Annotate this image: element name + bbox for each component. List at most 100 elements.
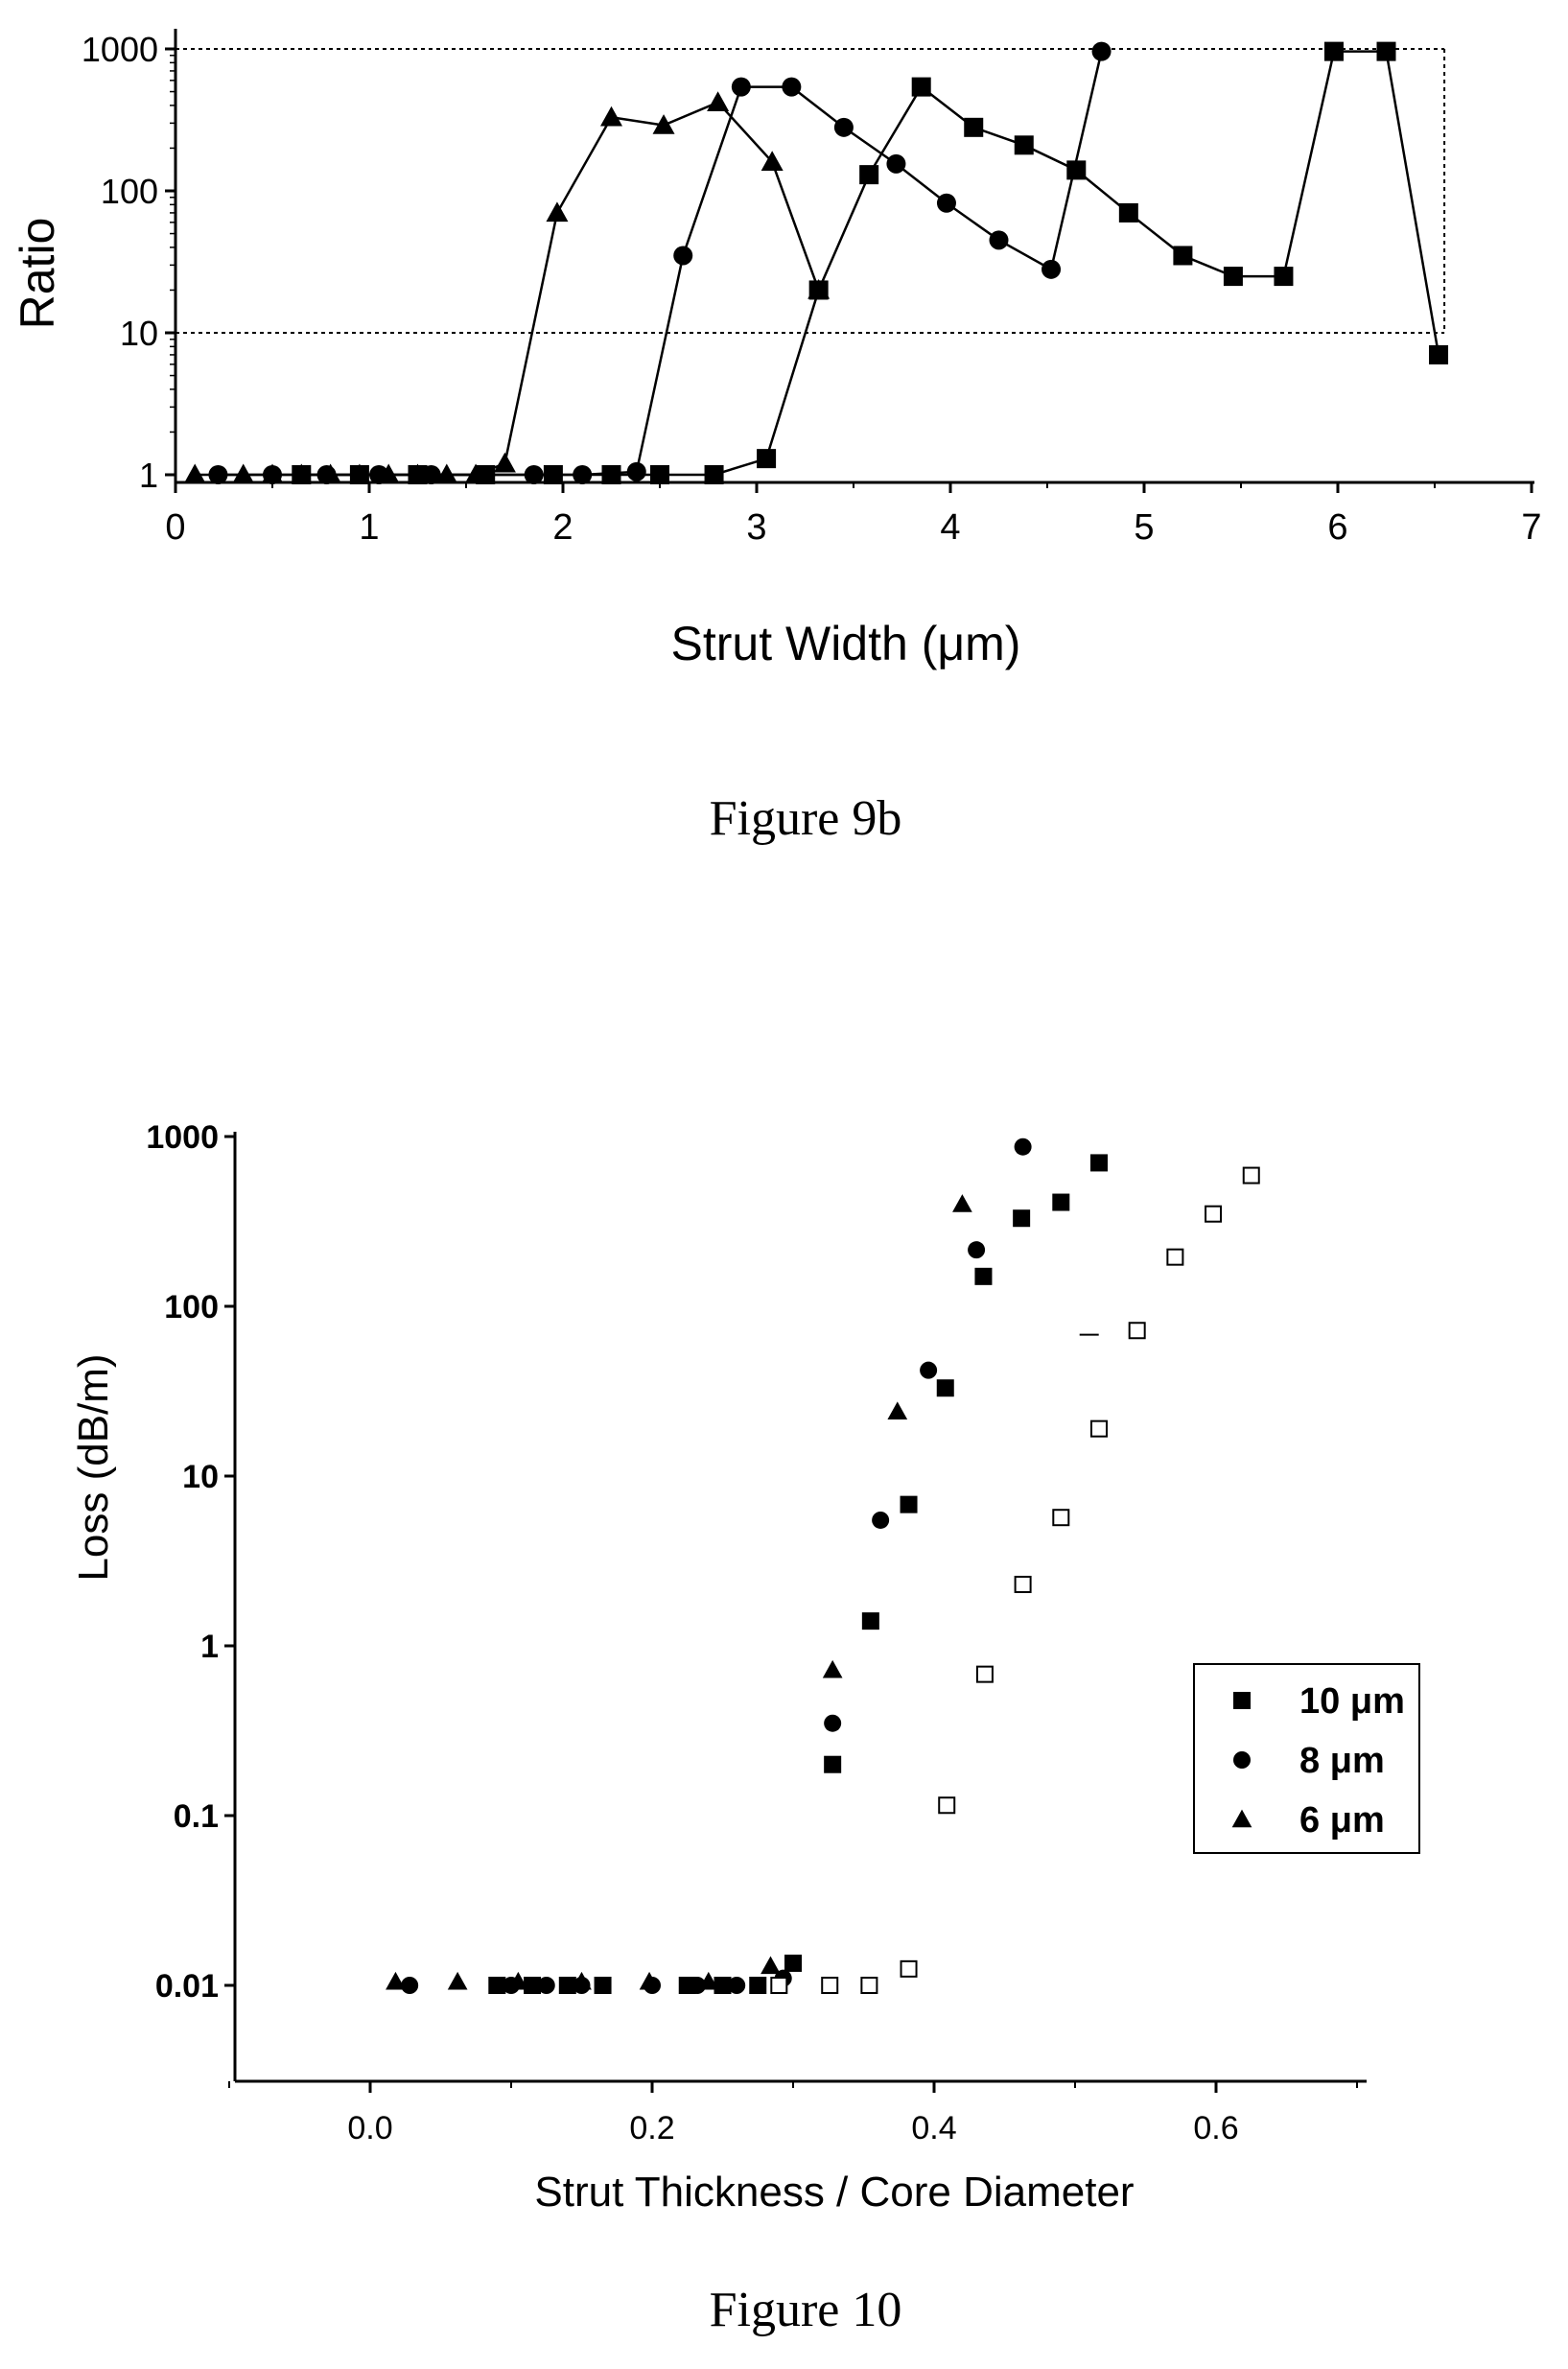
data-point-circle — [316, 465, 337, 484]
data-point-square — [1376, 41, 1396, 61]
y-tick-label: 100 — [164, 1289, 219, 1325]
data-point-triangle — [232, 463, 255, 484]
series-markers — [386, 1138, 1260, 1994]
data-point-square — [476, 465, 496, 484]
data-point-triangle — [639, 1971, 660, 1990]
data-point-square — [1066, 160, 1087, 180]
data-point-square — [543, 465, 563, 484]
data-point-circle — [208, 465, 228, 484]
data-point-square — [861, 1612, 879, 1630]
x-tick-label: 0.4 — [911, 2110, 956, 2146]
data-point-square — [757, 449, 777, 469]
legend-marker-square — [1233, 1692, 1251, 1709]
data-point-circle — [537, 1977, 555, 1994]
data-point-triangle — [761, 151, 784, 171]
x-tick-label: 0 — [165, 507, 185, 548]
x-ticks: 0.0 0.2 0.4 0.6 — [228, 2081, 1358, 2146]
reference-lines — [176, 48, 1446, 334]
x-tick-label: 4 — [940, 507, 960, 548]
y-tick-label: 1 — [139, 456, 158, 495]
data-point-square — [1223, 267, 1243, 287]
data-point-square — [1052, 1193, 1070, 1211]
data-point-square — [1118, 202, 1138, 223]
series-line-circle — [218, 51, 1103, 477]
data-point-square — [808, 280, 829, 300]
data-point-open-square — [900, 1959, 918, 1978]
data-point-circle — [782, 77, 802, 97]
y-tick-label: 1000 — [146, 1119, 219, 1156]
x-axis-title: Strut Thickness / Core Diameter — [534, 2169, 1134, 2216]
data-point-circle — [872, 1511, 890, 1529]
data-point-circle — [1091, 41, 1112, 61]
data-point-square — [1089, 1154, 1108, 1172]
data-point-open-square — [1089, 1419, 1108, 1438]
data-point-square — [784, 1954, 802, 1972]
x-tick-label: 0.0 — [347, 2110, 392, 2146]
x-axis-title: Strut Width (μm) — [671, 617, 1021, 670]
data-point-triangle — [546, 201, 569, 223]
data-point-triangle — [761, 1956, 781, 1975]
data-point-square — [704, 465, 724, 484]
legend-marker-circle — [1233, 1751, 1251, 1769]
data-point-triangle — [698, 1971, 719, 1990]
data-point-circle — [626, 461, 646, 481]
data-point-triangle — [707, 91, 730, 111]
x-tick-label: 6 — [1327, 507, 1347, 548]
data-point-square — [936, 1379, 954, 1397]
axes — [174, 29, 1534, 484]
data-point-open-square — [1242, 1166, 1260, 1184]
y-tick-label: 0.01 — [155, 1968, 219, 2005]
data-point-circle — [673, 246, 693, 266]
data-point-circle — [833, 117, 854, 137]
y-ticks: 1 10 100 1000 — [82, 30, 176, 495]
data-point-square — [488, 1977, 506, 1994]
series-markers — [183, 41, 1449, 484]
data-point-triangle — [386, 1971, 406, 1990]
data-point-square — [601, 465, 621, 484]
series-line-square — [301, 50, 1440, 477]
y-axis-title: Ratio — [11, 218, 64, 330]
data-point-triangle — [600, 106, 622, 127]
data-point-square — [824, 1755, 842, 1773]
y-tick-label: 1000 — [82, 30, 158, 69]
x-tick-label: 0.2 — [629, 2110, 674, 2146]
figure-10-chart: 0.0 0.2 0.4 0.6 0.01 0.1 1 10 100 1000 Strut Thi… — [70, 1119, 1420, 2216]
data-point-square — [650, 465, 669, 484]
x-tick-label: 0.6 — [1193, 2110, 1238, 2146]
legend-label: 10 μm — [1299, 1681, 1405, 1722]
legend-entries: 10 μm 8 μm 6 μm — [1231, 1681, 1405, 1841]
data-point-triangle — [822, 1659, 843, 1678]
series-line-triangle — [195, 101, 820, 477]
legend-box — [1193, 1663, 1420, 1854]
data-point-triangle — [447, 1971, 468, 1990]
data-point-open-square — [975, 1665, 994, 1683]
data-point-circle — [1041, 259, 1062, 279]
data-point-open-square — [1128, 1322, 1146, 1340]
data-point-circle — [968, 1241, 986, 1259]
y-tick-label: 100 — [101, 172, 158, 211]
legend-marker-triangle — [1231, 1809, 1252, 1828]
data-point-circle — [728, 1977, 746, 1994]
data-point-square — [1323, 41, 1344, 61]
x-tick-label: 3 — [746, 507, 766, 548]
data-point-circle — [886, 153, 906, 174]
data-point-circle — [263, 465, 282, 484]
data-point-circle — [824, 1714, 842, 1732]
data-point-square — [911, 77, 931, 97]
y-axis-title: Loss (dB/m) — [70, 1353, 117, 1581]
x-tick-label: 2 — [552, 507, 573, 548]
figure-9b-caption: Figure 9b — [710, 791, 902, 846]
x-tick-label: 5 — [1134, 507, 1154, 548]
x-tick-label: 7 — [1521, 507, 1541, 548]
data-point-square — [749, 1977, 767, 1994]
legend: 10 μm 8 μm 6 μm — [1193, 1663, 1420, 1854]
data-point-circle — [731, 77, 751, 97]
data-point-square — [1274, 267, 1294, 287]
figure-10-caption: Figure 10 — [710, 2283, 902, 2337]
data-point-circle — [524, 465, 544, 484]
data-point-circle — [369, 465, 389, 484]
data-point-circle — [920, 1361, 938, 1379]
data-point-square — [964, 117, 984, 137]
